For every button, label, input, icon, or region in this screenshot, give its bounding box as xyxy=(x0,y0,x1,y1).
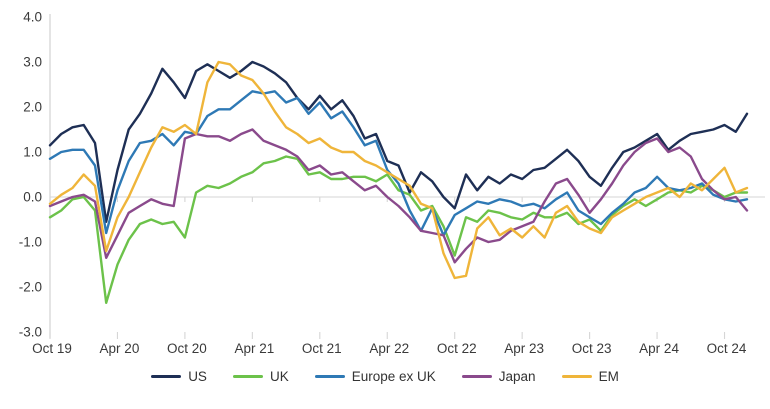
x-axis-tick-label: Apr 22 xyxy=(369,341,409,356)
legend-item-japan: Japan xyxy=(461,369,536,384)
x-axis-tick-label: Oct 22 xyxy=(437,341,477,356)
legend-label: EM xyxy=(598,369,619,384)
legend-label: Europe ex UK xyxy=(351,369,436,384)
x-axis-tick-label: Oct 24 xyxy=(707,341,747,356)
y-axis-tick-label: 1.0 xyxy=(23,145,42,160)
legend-line-swatch xyxy=(151,375,182,379)
legend-label: UK xyxy=(269,369,289,384)
x-axis-tick-label: Apr 24 xyxy=(639,341,679,356)
x-axis-tick-label: Apr 21 xyxy=(234,341,274,356)
legend-line-swatch xyxy=(461,375,492,379)
y-axis-tick-label: -1.0 xyxy=(19,235,42,250)
legend-label: US xyxy=(188,369,207,384)
x-axis-tick-label: Oct 21 xyxy=(302,341,342,356)
series-line-japan xyxy=(48,128,749,264)
legend-label: Japan xyxy=(498,369,536,384)
x-axis-tick-label: Oct 19 xyxy=(32,341,72,356)
x-axis-tick-label: Apr 20 xyxy=(100,341,140,356)
legend-item-europe-ex-uk: Europe ex UK xyxy=(314,369,436,384)
y-axis-tick-label: 4.0 xyxy=(23,10,42,25)
y-axis-tick-label: 3.0 xyxy=(23,55,42,70)
legend-item-us: US xyxy=(151,370,207,384)
legend-line-swatch xyxy=(561,375,592,379)
series-line-uk xyxy=(48,155,749,304)
legend-line-swatch xyxy=(314,375,345,379)
series-line-em xyxy=(48,60,749,280)
legend: US UK Europe ex UK Japan EM xyxy=(0,370,770,384)
legend-line-swatch xyxy=(232,375,263,379)
y-axis-tick-label: -3.0 xyxy=(19,325,42,340)
y-axis-tick-label: 0.0 xyxy=(23,190,42,205)
series-line-us xyxy=(48,60,749,224)
line-chart-canvas: Oct 19 Apr 20 Oct 20 Apr 21 Oct 21 Apr 22 Oct … xyxy=(19,10,765,356)
x-axis-tick-label: Oct 23 xyxy=(572,341,612,356)
y-axis-tick-label: -2.0 xyxy=(19,280,42,295)
legend-item-em: EM xyxy=(561,369,619,384)
legend-item-uk: UK xyxy=(232,369,289,384)
y-axis-tick-label: 2.0 xyxy=(23,100,42,115)
x-axis-tick-label: Oct 20 xyxy=(167,341,207,356)
x-axis-tick-label: Apr 23 xyxy=(504,341,544,356)
series-line-europe-ex-uk xyxy=(48,90,749,237)
